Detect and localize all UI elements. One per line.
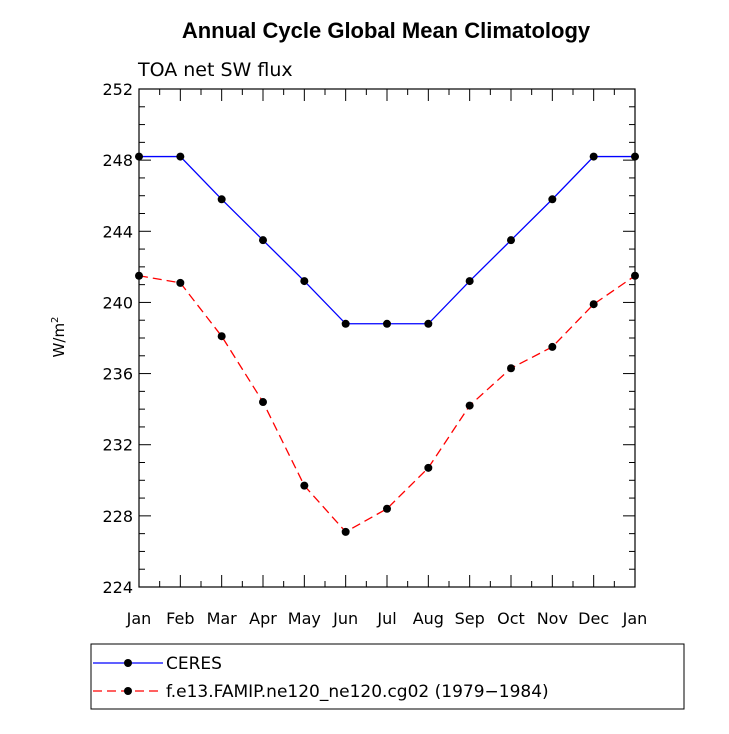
y-tick-label: 252	[102, 80, 133, 99]
chart-title: Annual Cycle Global Mean Climatology	[182, 18, 591, 43]
y-axis-ticks: 224 228 232 236 240 244 248 252	[102, 80, 635, 597]
y-tick-label: 240	[102, 293, 133, 312]
x-tick-label: Dec	[578, 609, 609, 628]
legend: CERES f.e13.FAMIP.ne120_ne120.cg02 (1979−…	[90, 643, 685, 710]
data-point	[507, 236, 515, 245]
legend-label: CERES	[166, 654, 222, 674]
data-point	[135, 271, 143, 280]
data-point	[507, 364, 515, 373]
x-tick-label: May	[288, 609, 321, 628]
data-point	[424, 463, 433, 472]
x-tick-label: Oct	[497, 609, 525, 628]
y-tick-label: 228	[102, 507, 133, 526]
data-point	[300, 481, 309, 490]
data-point	[176, 152, 185, 161]
series-line	[138, 275, 636, 533]
data-series	[135, 152, 639, 536]
data-point	[631, 271, 639, 280]
data-point	[465, 277, 474, 286]
data-point	[176, 278, 185, 287]
legend-marker	[124, 659, 132, 667]
y-tick-label: 248	[102, 151, 133, 170]
data-point	[383, 504, 391, 513]
x-axis-ticks: Jan Feb Mar Apr May Jun Jul Aug Sep Oct Nov Dec Jan	[126, 89, 648, 628]
x-tick-label: Jun	[332, 609, 358, 628]
y-tick-label: 244	[102, 222, 133, 241]
data-point	[589, 152, 598, 161]
y-axis-label: W/m2	[50, 317, 68, 358]
data-point	[300, 277, 309, 286]
x-tick-label: Jul	[376, 609, 396, 628]
data-point	[217, 195, 226, 204]
x-tick-label: Aug	[413, 609, 444, 628]
legend-box	[90, 643, 685, 710]
data-point	[589, 300, 598, 309]
x-tick-label: Sep	[455, 609, 485, 628]
x-tick-label: Jan	[126, 609, 152, 628]
x-tick-label: Jan	[622, 609, 648, 628]
x-tick-label: Mar	[207, 609, 238, 628]
data-point	[341, 319, 350, 328]
legend-label: f.e13.FAMIP.ne120_ne120.cg02 (1979−1984)	[166, 682, 549, 702]
y-tick-label: 224	[102, 578, 133, 597]
x-tick-label: Feb	[166, 609, 194, 628]
x-tick-label: Apr	[249, 609, 277, 628]
y-axis-label-units: W/m	[50, 323, 68, 358]
data-point	[465, 401, 474, 410]
data-point	[424, 319, 433, 328]
data-point	[259, 236, 267, 245]
data-point	[631, 152, 639, 161]
data-point	[135, 152, 143, 161]
y-tick-label: 232	[102, 436, 133, 455]
legend-marker	[124, 687, 132, 695]
data-point	[548, 195, 557, 204]
data-point	[217, 332, 226, 341]
x-tick-label: Nov	[537, 609, 568, 628]
series-1	[135, 152, 639, 328]
y-tick-label: 236	[102, 365, 133, 384]
series-2	[135, 271, 639, 536]
chart-subtitle: TOA net SW flux	[137, 59, 293, 81]
data-point	[341, 527, 350, 536]
data-point	[383, 319, 391, 328]
y-axis-label-superscript: 2	[50, 317, 61, 323]
data-point	[548, 342, 557, 351]
series-line	[139, 155, 635, 325]
data-point	[259, 398, 267, 407]
